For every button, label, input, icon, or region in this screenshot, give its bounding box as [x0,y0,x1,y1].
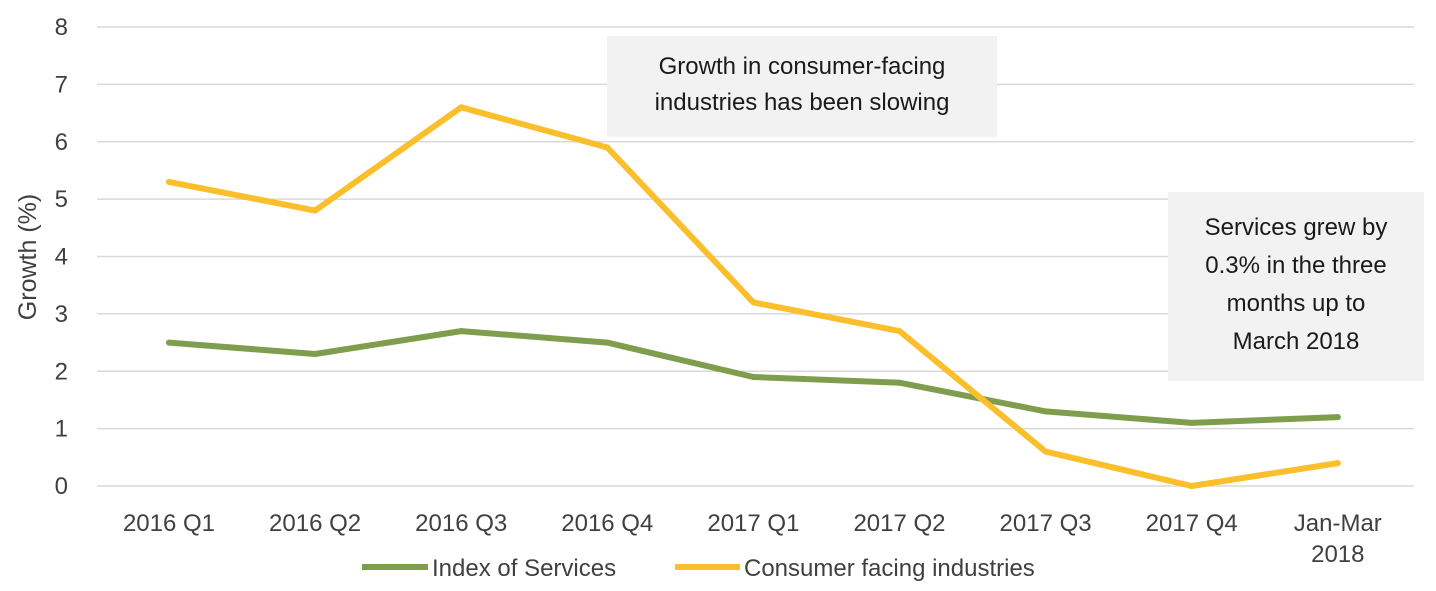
x-tick-label: 2016 Q3 [415,510,507,537]
x-tick-label: 2016 Q4 [561,510,653,537]
annotation-text-line: Growth in consumer-facing [659,53,946,80]
annotation-text-line: Services grew by [1205,214,1388,241]
y-axis-title: Growth (%) [14,194,42,320]
annotation-box [1168,192,1424,381]
data-point [896,379,903,386]
gridlines [97,26,1414,487]
data-point [604,144,611,151]
y-tick-label: 3 [55,301,68,328]
y-tick-label: 8 [55,14,68,41]
data-point [750,373,757,380]
data-point [312,351,319,358]
data-point [1042,408,1049,415]
data-point [1042,448,1049,455]
legend: Index of Services Consumer facing industr… [362,555,1035,582]
annotation-text-line: industries has been slowing [655,89,950,116]
x-tick-label: 2017 Q1 [707,510,799,537]
annotation-text-line: 0.3% in the three [1205,252,1386,279]
legend-item: Consumer facing industries [675,555,1035,582]
y-tick-label: 6 [55,129,68,156]
y-tick-label: 5 [55,186,68,213]
y-tick-label: 2 [55,358,68,385]
annotation-box [607,36,997,137]
data-point [166,339,172,346]
x-tick-label: Jan-Mar [1294,510,1382,537]
data-point [1334,460,1341,467]
data-point [1334,414,1341,421]
x-tick-label: 2018 [1311,541,1364,568]
data-point [750,299,757,306]
x-axis: 2016 Q1 2016 Q2 2016 Q3 2016 Q4 2017 Q1 2017 … [123,510,1382,568]
data-point [604,339,611,346]
data-point [458,104,465,111]
legend-label: Index of Services [432,555,616,582]
annotation-text-line: March 2018 [1233,328,1360,355]
annotation-slowing: Growth in consumer-facing industries has … [607,36,997,137]
legend-label: Consumer facing industries [744,555,1035,582]
data-point [312,207,319,214]
y-tick-label: 7 [55,71,68,98]
annotation-text-line: months up to [1227,290,1366,317]
annotations: Growth in consumer-facing industries has … [607,36,1424,381]
annotation-services-growth: Services grew by 0.3% in the three months … [1168,192,1424,381]
y-tick-label: 4 [55,244,68,271]
data-point [166,178,172,185]
x-tick-label: 2016 Q1 [123,510,215,537]
data-point [1188,483,1195,489]
data-point [1188,419,1195,426]
data-point [458,328,465,335]
x-tick-label: 2017 Q4 [1146,510,1238,537]
y-axis: Growth (%) 0 1 2 3 4 5 6 7 8 [14,14,68,500]
legend-item: Index of Services [362,555,616,582]
series-lines [166,104,1341,489]
x-tick-label: 2017 Q2 [853,510,945,537]
y-tick-label: 0 [55,473,68,500]
y-tick-label: 1 [55,416,68,443]
x-tick-label: 2017 Q3 [1000,510,1092,537]
x-tick-label: 2016 Q2 [269,510,361,537]
data-point [896,328,903,335]
